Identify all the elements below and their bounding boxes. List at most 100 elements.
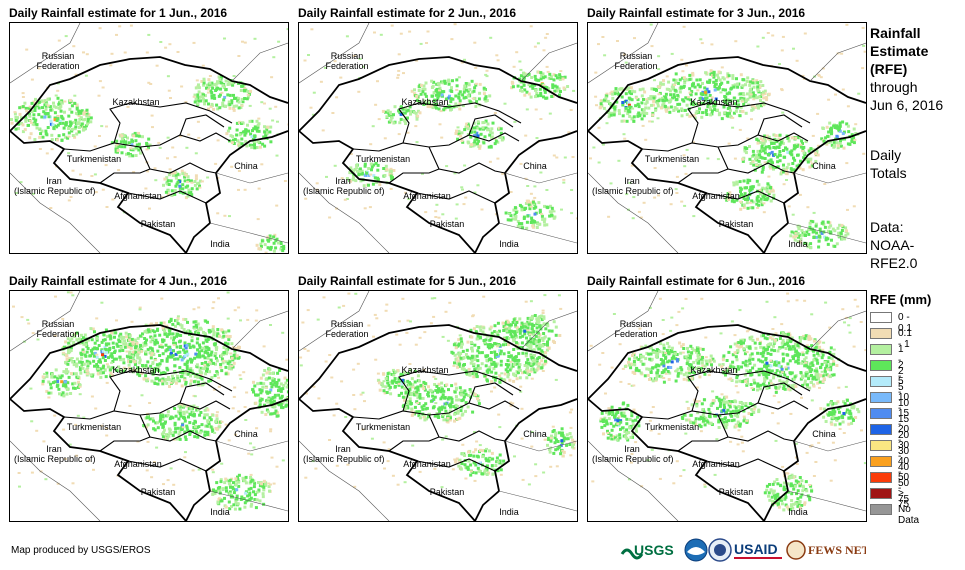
map-label-turkmenistan: Turkmenistan: [66, 422, 122, 432]
legend-label: No Data: [898, 504, 920, 526]
usaid-logo-text: USAID: [734, 541, 778, 557]
footer-credit: Map produced by USGS/EROS: [11, 545, 151, 556]
map-label-pakistan: Pakistan: [718, 219, 754, 229]
legend-swatch: [870, 488, 892, 499]
rainfall-map-panel: Daily Rainfall estimate for 2 Jun., 2016…: [298, 6, 578, 254]
legend-label: 20 - 30: [898, 424, 910, 457]
legend-swatch: [870, 408, 892, 419]
map-label-afghanistan: Afghanistan: [692, 191, 740, 201]
panel-title: Daily Rainfall estimate for 1 Jun., 2016: [9, 6, 228, 20]
map-label-russia: Russian Federation: [614, 319, 658, 339]
legend-label: 15 - 20: [898, 408, 910, 441]
legend-label: 5 - 10: [898, 376, 910, 409]
legend-label: 50 - 75: [898, 472, 910, 505]
map-label-kazakhstan: Kazakhstan: [690, 97, 738, 107]
map-label-turkmenistan: Turkmenistan: [66, 154, 122, 164]
map-label-china: China: [234, 429, 258, 439]
legend-swatch: [870, 504, 892, 515]
daily-text: Daily: [870, 147, 902, 163]
map-label-russia: Russian Federation: [325, 51, 369, 71]
totals-text: Totals: [870, 165, 907, 181]
map-label-pakistan: Pakistan: [429, 219, 465, 229]
map-label-iran: Iran (Islamic Republic of): [14, 444, 96, 464]
panel-title: Daily Rainfall estimate for 3 Jun., 2016: [587, 6, 806, 20]
map-label-iran: Iran (Islamic Republic of): [14, 176, 96, 196]
data-source: Data: NOAA- RFE2.0: [870, 218, 917, 272]
through-text: through: [870, 79, 918, 95]
rainfall-map: Russian Federation Kazakhstan Turkmenistan…: [587, 290, 867, 522]
daily-totals: Daily Totals: [870, 146, 907, 182]
fewsnet-logo: FEWS NET: [786, 538, 870, 567]
legend-swatch: [870, 472, 892, 483]
legend-swatch: [870, 328, 892, 339]
legend-label: 2 - 5: [898, 360, 904, 393]
legend-swatch: [870, 424, 892, 435]
rainfall-map: Russian Federation Kazakhstan Turkmenistan…: [9, 22, 289, 254]
usgs-logo: USGS: [620, 538, 682, 567]
map-label-afghanistan: Afghanistan: [692, 459, 740, 469]
map-label-iran: Iran (Islamic Republic of): [303, 176, 385, 196]
usgs-logo-text: USGS: [634, 542, 674, 558]
data-source-line2: RFE2.0: [870, 255, 918, 271]
map-label-china: China: [523, 429, 547, 439]
legend-swatch: [870, 312, 892, 323]
legend-swatch: [870, 440, 892, 451]
map-label-pakistan: Pakistan: [140, 219, 176, 229]
panel-title: Daily Rainfall estimate for 6 Jun., 2016: [587, 274, 806, 288]
rainfall-map-panel: Daily Rainfall estimate for 3 Jun., 2016…: [587, 6, 867, 254]
legend-swatch: [870, 344, 892, 355]
legend-swatch: [870, 360, 892, 371]
legend-label: 30 - 40: [898, 440, 910, 473]
legend-label: 40 - 50: [898, 456, 910, 489]
through-date: Jun 6, 2016: [870, 97, 944, 113]
data-label: Data:: [870, 219, 904, 235]
dept-seal-logo: [708, 538, 732, 567]
map-label-russia: Russian Federation: [36, 51, 80, 71]
map-label-turkmenistan: Turkmenistan: [355, 154, 411, 164]
map-label-kazakhstan: Kazakhstan: [401, 97, 449, 107]
map-label-turkmenistan: Turkmenistan: [644, 422, 700, 432]
data-source-line1: NOAA-: [870, 237, 915, 253]
map-label-pakistan: Pakistan: [140, 487, 176, 497]
map-label-afghanistan: Afghanistan: [114, 191, 162, 201]
map-label-china: China: [812, 429, 836, 439]
map-label-kazakhstan: Kazakhstan: [112, 97, 160, 107]
map-label-iran: Iran (Islamic Republic of): [592, 176, 674, 196]
map-label-kazakhstan: Kazakhstan: [690, 365, 738, 375]
map-label-india: India: [210, 507, 230, 517]
map-label-china: China: [812, 161, 836, 171]
legend-title: RFE (mm): [870, 292, 932, 307]
map-label-afghanistan: Afghanistan: [114, 459, 162, 469]
legend-label: 1 - 2: [898, 344, 904, 377]
rainfall-map: Russian Federation Kazakhstan Turkmenistan…: [298, 290, 578, 522]
legend-label: 0 - 0.1: [898, 312, 912, 334]
legend-swatch: [870, 376, 892, 387]
legend-swatch: [870, 392, 892, 403]
legend-label: 10 - 15: [898, 392, 910, 425]
map-label-russia: Russian Federation: [614, 51, 658, 71]
map-label-iran: Iran (Islamic Republic of): [592, 444, 674, 464]
map-label-pakistan: Pakistan: [718, 487, 754, 497]
map-label-kazakhstan: Kazakhstan: [401, 365, 449, 375]
rainfall-map-panel: Daily Rainfall estimate for 5 Jun., 2016…: [298, 274, 578, 522]
rainfall-map-panel: Daily Rainfall estimate for 6 Jun., 2016…: [587, 274, 867, 522]
map-label-kazakhstan: Kazakhstan: [112, 365, 160, 375]
map-label-china: China: [234, 161, 258, 171]
map-label-india: India: [788, 507, 808, 517]
rainfall-map-panel: Daily Rainfall estimate for 1 Jun., 2016…: [9, 6, 289, 254]
legend-swatch: [870, 456, 892, 467]
legend-label: 0.1 - 1: [898, 328, 912, 350]
rainfall-map-panel: Daily Rainfall estimate for 4 Jun., 2016…: [9, 274, 289, 522]
map-label-afghanistan: Afghanistan: [403, 191, 451, 201]
legend-label: > 75: [898, 488, 910, 510]
map-label-india: India: [210, 239, 230, 249]
map-label-iran: Iran (Islamic Republic of): [303, 444, 385, 464]
map-label-russia: Russian Federation: [325, 319, 369, 339]
map-label-china: China: [523, 161, 547, 171]
map-label-pakistan: Pakistan: [429, 487, 465, 497]
rainfall-map: Russian Federation Kazakhstan Turkmenistan…: [298, 22, 578, 254]
map-label-india: India: [499, 239, 519, 249]
map-label-turkmenistan: Turkmenistan: [355, 422, 411, 432]
rainfall-map: Russian Federation Kazakhstan Turkmenistan…: [587, 22, 867, 254]
map-label-afghanistan: Afghanistan: [403, 459, 451, 469]
